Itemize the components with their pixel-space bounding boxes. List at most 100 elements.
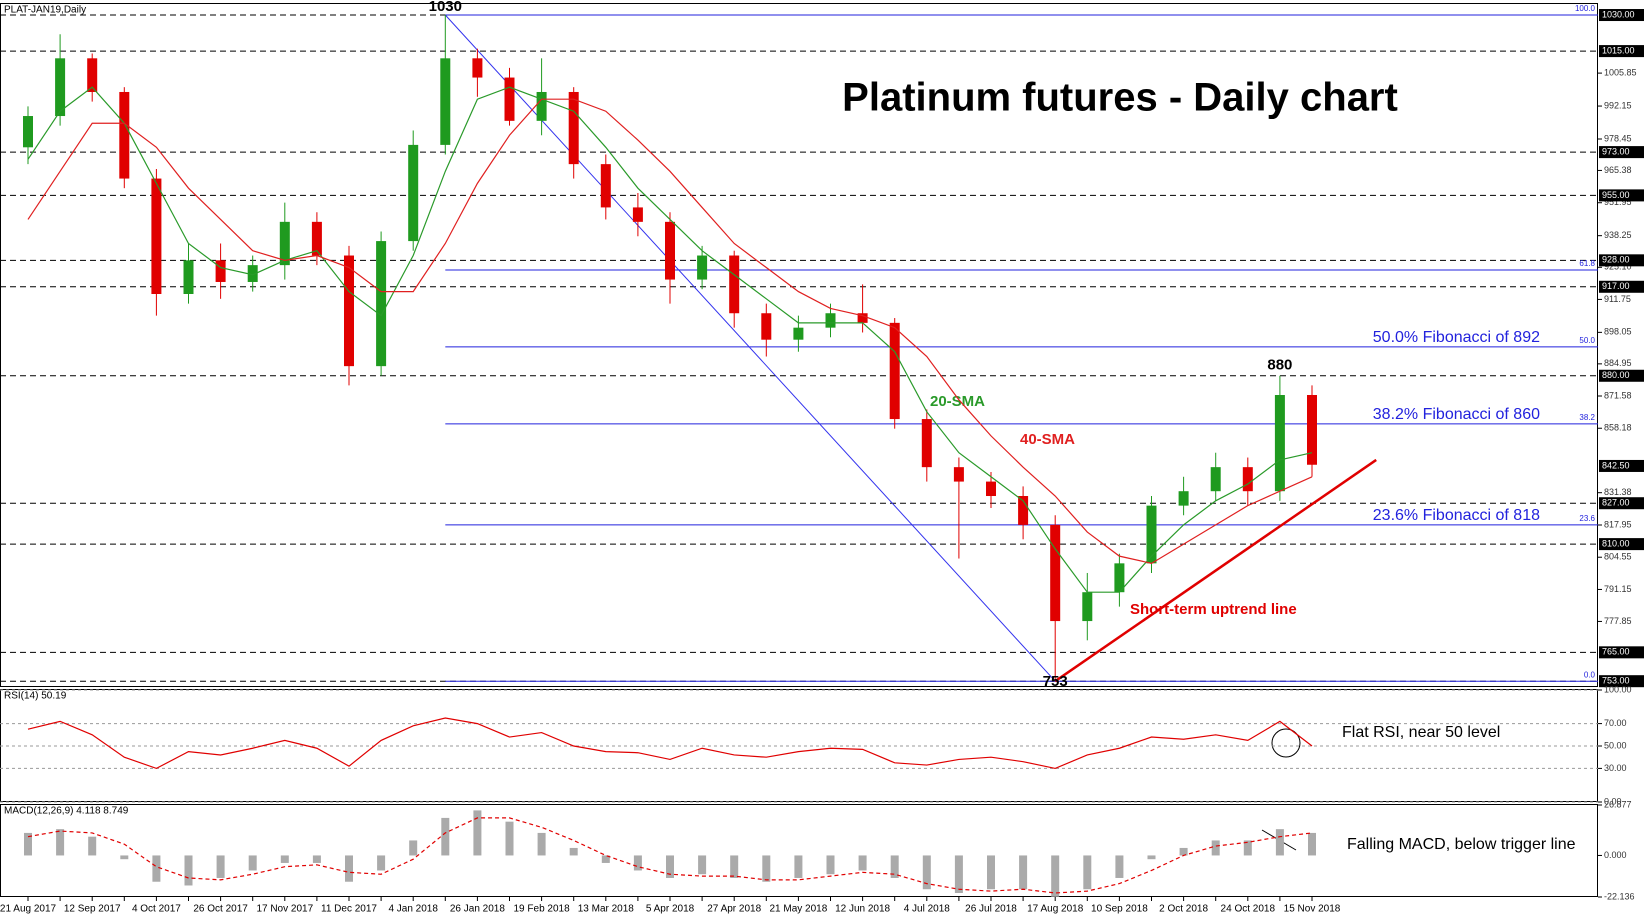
macd-bar [1179,847,1188,856]
y-tick-label: 26.877 [1604,799,1632,809]
candle-body [568,91,579,165]
candle-body [986,481,996,497]
level-box [1599,497,1644,510]
macd-bar [922,855,931,890]
macd-bar [280,855,289,863]
macd-bar [184,855,193,886]
macd-bar [1019,855,1028,890]
y-tick-label: 884.95 [1604,358,1632,368]
y-tick-label: 978.45 [1604,133,1632,143]
y-tick-label: 817.95 [1604,519,1632,529]
x-tick-label: 17 Nov 2017 [256,904,313,915]
rsi-note: Flat RSI, near 50 level [1342,724,1500,741]
macd-bar [601,855,610,863]
candle-body [119,91,130,179]
candle-body [1114,563,1125,593]
x-tick-label: 5 Apr 2018 [646,904,695,915]
macd-bar [858,855,867,871]
fib-level: 38.2 [1579,413,1595,422]
level-label: 827.00 [1602,498,1630,508]
macd-bar [345,855,353,882]
fib-level: 100.0 [1575,4,1596,13]
candle-body [761,313,772,340]
fib-text: 23.6% Fibonacci of 818 [1373,507,1540,524]
candle-body [279,221,290,266]
macd-bar [473,810,482,856]
macd-title: MACD(12,26,9) 4.118 8.749 [4,806,129,817]
macd-bar [56,829,65,856]
macd-bar [794,855,803,878]
high-label: 1030 [429,0,462,15]
macd-bar [698,855,707,875]
legend-label: 40-SMA [1020,431,1075,448]
level-label: 810.00 [1602,538,1630,548]
candle-body [600,164,611,208]
x-tick-label: 26 Oct 2017 [193,904,248,915]
level-box [1599,146,1644,159]
y-tick-label: 965.38 [1604,165,1632,175]
level-label: 973.00 [1602,146,1630,156]
level-box [1599,280,1644,293]
level-box [1599,9,1644,22]
macd-bar [1308,832,1316,856]
macd-bar [1275,829,1284,856]
candle-body [729,255,740,314]
candle-body [472,58,483,78]
y-tick-label: 0.000 [1604,850,1627,860]
y-tick-label: 50.00 [1604,740,1627,750]
x-tick-label: 21 Aug 2017 [0,904,57,915]
rsi-line [27,717,1313,770]
x-tick-label: 27 Apr 2018 [707,904,761,915]
candle-body [376,241,387,367]
macd-bar [377,855,386,871]
y-tick-label: 925.10 [1604,262,1632,272]
macd-bar [633,855,642,871]
trendline-label: Short-term uptrend line [1130,601,1297,618]
candle-body [1242,467,1253,492]
candle-body [632,207,643,222]
macd-bar [248,855,257,871]
x-tick-label: 12 Sep 2017 [64,904,121,915]
y-tick-label: 911.75 [1604,294,1631,304]
price-box [1599,459,1644,472]
y-tick-label: 30.00 [1604,763,1627,773]
level-box [1599,646,1644,659]
y-tick-label: 0.00 [1604,796,1622,806]
chart-title: Platinum futures - Daily chart [842,76,1398,120]
fib-text: 38.2% Fibonacci of 860 [1373,406,1540,423]
macd-bar [24,832,32,856]
candle-body [344,255,354,367]
macd-bar [216,855,225,878]
price-panel [0,3,1598,687]
candle-body [408,144,419,242]
level-label: 1015.00 [1602,45,1635,55]
symbol-label: PLAT-JAN19,Daily [4,5,86,16]
level-label: 955.00 [1602,190,1630,200]
x-tick-label: 26 Jan 2018 [450,904,505,915]
level-box [1599,189,1644,202]
candle-body [55,58,66,117]
rsi-title: RSI(14) 50.19 [4,691,67,702]
low-label: 753 [1043,673,1068,690]
macd-bar [312,855,321,863]
x-tick-label: 2 Oct 2018 [1159,904,1208,915]
level-box [1599,254,1644,267]
fib-level: 50.0 [1579,336,1595,345]
candle-body [247,265,258,282]
y-tick-label: -22.136 [1604,891,1635,901]
candle-body [697,255,708,280]
candle-body [665,221,675,280]
macd-bar [409,840,418,856]
candle-body [1082,592,1093,622]
y-tick-label: 777.85 [1604,616,1632,626]
y-tick-label: 1005.85 [1604,67,1637,77]
legend-label: 20-SMA [930,393,985,410]
y-tick-label: 100.00 [1604,684,1632,694]
high-label: 880 [1267,357,1292,374]
macd-bar [441,817,450,856]
macd-bar [537,832,546,856]
y-tick-label: 871.58 [1604,390,1632,400]
candle-body [1307,395,1317,465]
y-tick-label: 804.55 [1604,552,1632,562]
